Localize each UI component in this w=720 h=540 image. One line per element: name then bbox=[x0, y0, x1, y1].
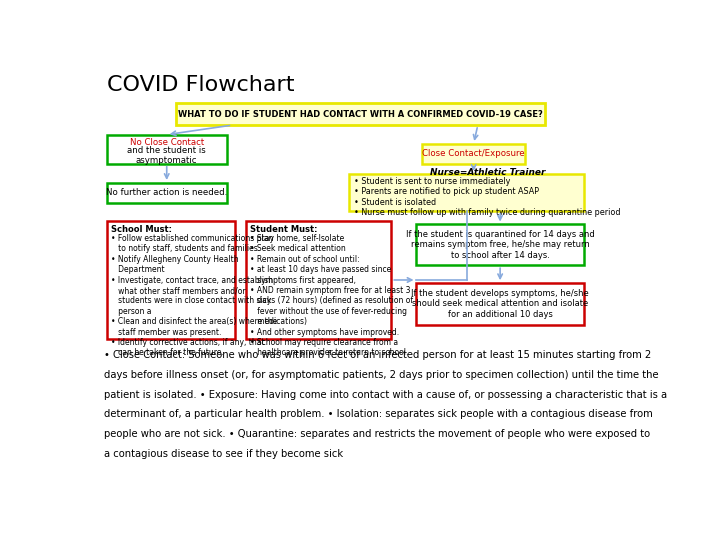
FancyBboxPatch shape bbox=[176, 104, 545, 125]
Text: • Student is sent to nurse immediately
• Parents are notified to pick up student: • Student is sent to nurse immediately •… bbox=[354, 177, 621, 217]
Text: No Close Contact: No Close Contact bbox=[130, 138, 204, 147]
Text: Student Must:: Student Must: bbox=[250, 225, 318, 234]
Text: WHAT TO DO IF STUDENT HAD CONTACT WITH A CONFIRMED COVID-19 CASE?: WHAT TO DO IF STUDENT HAD CONTACT WITH A… bbox=[179, 110, 543, 119]
FancyBboxPatch shape bbox=[416, 225, 584, 265]
Text: • Follow established communications plan
   to notify staff, students and famili: • Follow established communications plan… bbox=[111, 234, 277, 357]
Text: • Close Contact: Someone who was within 6 feet of an infected person for at leas: • Close Contact: Someone who was within … bbox=[104, 349, 651, 360]
Text: If the student develops symptoms, he/she
should seek medical attention and isola: If the student develops symptoms, he/she… bbox=[411, 289, 589, 319]
Text: COVID Flowchart: COVID Flowchart bbox=[107, 75, 294, 95]
Text: people who are not sick. • Quarantine: separates and restricts the movement of p: people who are not sick. • Quarantine: s… bbox=[104, 429, 650, 440]
FancyBboxPatch shape bbox=[416, 283, 584, 325]
Text: No further action is needed.: No further action is needed. bbox=[106, 188, 228, 197]
Text: If the student is quarantined for 14 days and
remains symptom free, he/she may r: If the student is quarantined for 14 day… bbox=[406, 230, 595, 260]
Text: a contagious disease to see if they become sick: a contagious disease to see if they beco… bbox=[104, 449, 343, 460]
FancyBboxPatch shape bbox=[107, 221, 235, 339]
FancyBboxPatch shape bbox=[246, 221, 392, 339]
Text: and the student is
asymptomatic: and the student is asymptomatic bbox=[127, 146, 206, 165]
FancyBboxPatch shape bbox=[107, 134, 227, 164]
Text: days before illness onset (or, for asymptomatic patients, 2 days prior to specim: days before illness onset (or, for asymp… bbox=[104, 369, 659, 380]
Text: determinant of, a particular health problem. • Isolation: separates sick people : determinant of, a particular health prob… bbox=[104, 409, 653, 420]
Text: School Must:: School Must: bbox=[111, 225, 171, 234]
Text: Nurse=Athletic Trainer: Nurse=Athletic Trainer bbox=[431, 168, 546, 177]
FancyBboxPatch shape bbox=[349, 174, 584, 211]
Text: • Stay home, self-Isolate
• Seek medical attention
• Remain out of school until:: • Stay home, self-Isolate • Seek medical… bbox=[250, 234, 413, 357]
Text: Close Contact/Exposure: Close Contact/Exposure bbox=[423, 149, 525, 158]
Text: patient is isolated. • Exposure: Having come into contact with a cause of, or po: patient is isolated. • Exposure: Having … bbox=[104, 389, 667, 400]
FancyBboxPatch shape bbox=[422, 144, 526, 164]
FancyBboxPatch shape bbox=[107, 183, 227, 203]
